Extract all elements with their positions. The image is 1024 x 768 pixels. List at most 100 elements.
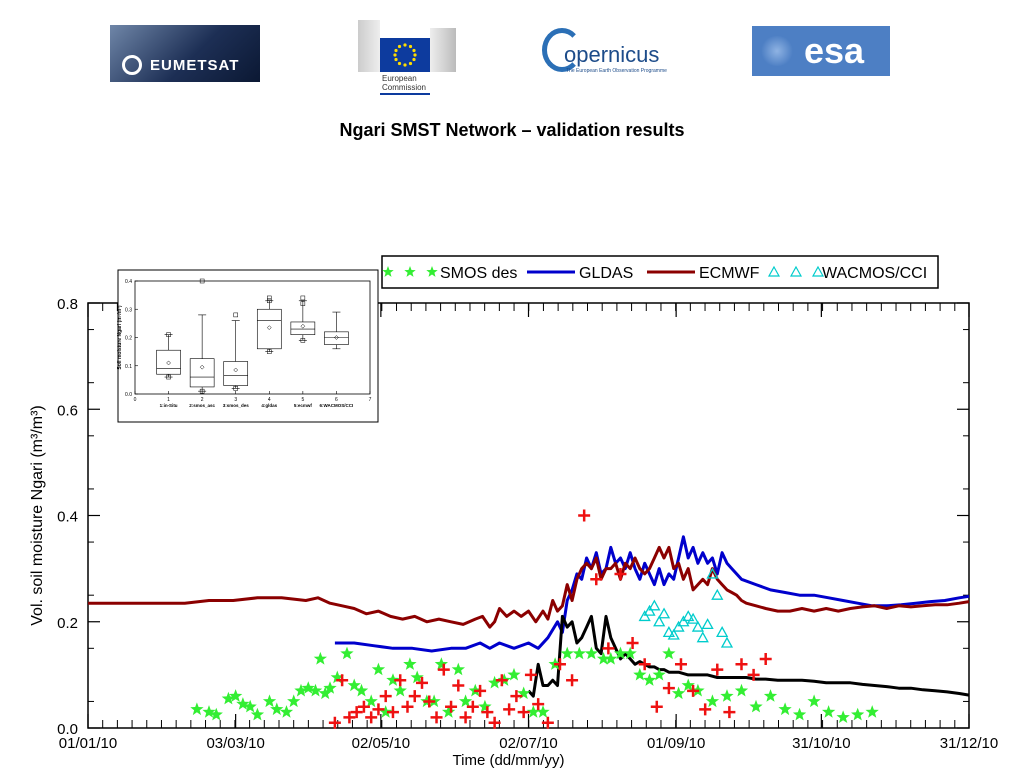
point-smos-asc [699,703,712,716]
point-wacmos-cci [672,620,685,632]
copernicus-logo-text: opernicus [564,42,660,67]
point-wacmos-cci [662,626,675,638]
point-smos-des [318,686,332,700]
point-smos-asc [723,706,736,719]
inset-outlier [199,388,205,394]
point-smos-des [308,683,323,697]
eumetsat-symbol-icon [122,55,142,75]
point-smos-des [662,646,676,660]
page-title: Ngari SMST Network – validation results [339,120,685,140]
point-smos-des [209,707,223,721]
point-smos-asc [566,674,579,687]
inset-outlier [300,338,306,343]
point-wacmos-cci [648,599,661,611]
inset-box [189,358,215,388]
point-smos-asc [541,716,554,729]
inset-box [324,331,349,345]
point-smos-des [720,689,734,702]
point-smos-des [403,657,417,670]
x-tick-label: 02/05/10 [352,735,410,752]
point-smos-des [451,662,465,676]
inset-box [223,361,249,386]
inset-x-tick-label: 1 [167,397,170,403]
point-smos-des [190,702,204,716]
inset-y-tick-label: 0.1 [125,364,132,370]
point-smos-asc [386,706,399,719]
inset-x-tick-label: 2 [201,397,204,403]
eumetsat-logo: EUMETSAT [110,25,260,82]
point-smos-des [340,646,354,660]
point-smos-asc [626,637,639,649]
inset-mean-marker [266,325,272,330]
point-smos-des [604,651,618,665]
inset-mean-marker [199,364,205,370]
point-wacmos-cci [691,620,705,632]
point-wacmos-cci [720,636,734,648]
point-smos-des [442,705,456,718]
point-smos-des [705,694,720,708]
point-smos-des [822,705,836,718]
point-smos-des [478,699,492,713]
inset-outlier [166,332,171,337]
point-smos-asc [343,711,356,724]
point-smos-des [434,657,448,670]
point-smos-asc [578,509,591,522]
point-smos-des [301,681,315,694]
x-tick-label: 02/07/10 [499,735,557,752]
y-tick-label: 0.2 [57,615,78,632]
point-smos-asc [379,690,392,703]
y-axis-label: Vol. soil moisture Ngari (m³/m³) [29,405,46,625]
point-smos-des [807,694,821,708]
point-smos-des [347,678,361,692]
copernicus-c-icon [542,28,582,72]
point-smos-asc [416,676,429,689]
point-smos-asc [747,668,760,681]
inset-outlier [199,278,205,284]
point-smos-des [623,646,637,660]
point-smos-des [836,710,850,723]
point-wacmos-cci [677,615,690,627]
legend-label-gldas: GLDAS [579,265,633,282]
point-wacmos-cci [682,610,695,622]
point-smos-des [279,705,294,718]
point-smos-asc [466,700,479,713]
inset-outlier [166,374,171,380]
main-plot: 01/01/10 03/03/10 02/05/10 02/07/10 01/09/10… [29,296,998,768]
inset-category-label: 4:gldas [261,403,277,408]
inset-y-tick-label: 0.3 [125,307,132,313]
point-smos-des [584,646,599,660]
legend-label-smos-des: SMOS des [440,265,517,282]
inset-category-label: 6:WACMOS/CCI [320,403,354,408]
legend-triangle-wacmos-cci [767,265,781,277]
inset-box [256,308,282,350]
point-smos-des [250,707,265,721]
point-smos-des [323,681,337,694]
point-smos-des [371,662,386,676]
copernicus-logo: opernicus The European Earth Observation… [542,28,692,78]
point-smos-des [221,691,235,705]
point-smos-des [572,646,586,660]
point-smos-asc [488,716,501,729]
point-smos-des [410,670,424,684]
point-smos-des [792,707,807,721]
inset-y-tick-label: 0.4 [125,279,132,285]
point-wacmos-cci [706,567,719,579]
point-smos-asc [517,706,530,719]
point-smos-des [633,667,647,681]
point-smos-des [734,683,749,697]
inset-outlier [267,295,272,301]
point-smos-asc [430,711,443,724]
x-tick-label: 31/10/10 [792,735,850,752]
inset-outlier [233,312,238,318]
inset-x-tick-label: 3 [234,397,237,403]
point-smos-asc [328,716,341,729]
point-smos-asc [711,663,724,676]
legend-star-smos-des [382,266,394,277]
point-smos-des [763,689,778,702]
legend-triangle-wacmos-cci [811,265,825,277]
point-smos-asc [590,573,603,586]
legend-label-wacmos-cci: WACMOS/CCI [822,265,927,282]
point-smos-des [262,694,277,708]
y-tick-label: 0.4 [57,509,78,526]
point-smos-des [681,678,695,692]
